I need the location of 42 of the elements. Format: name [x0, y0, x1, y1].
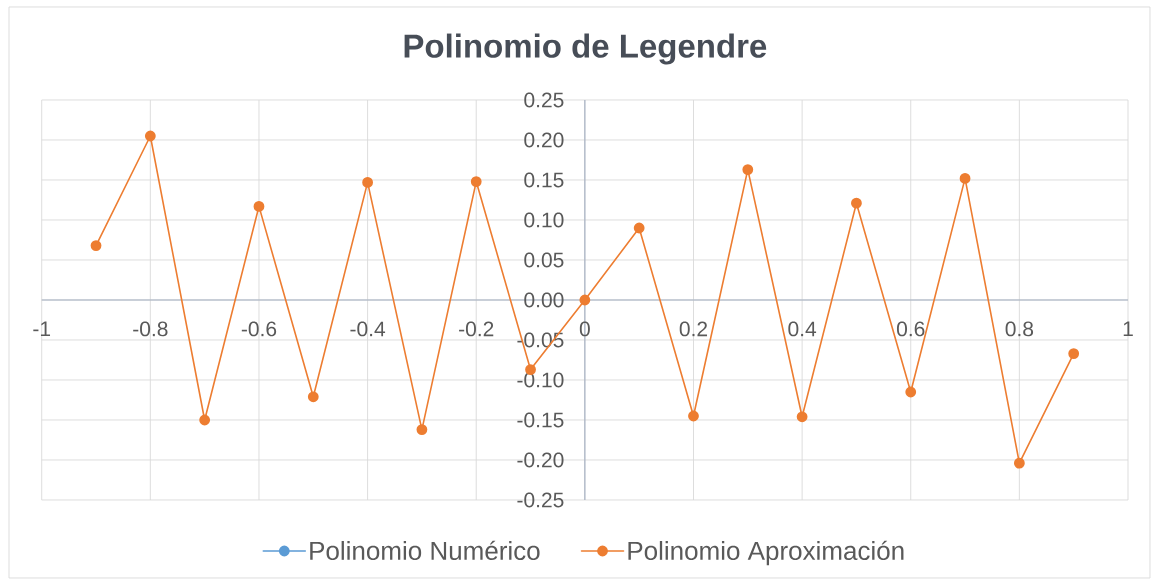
y-tick-label: 0.10	[524, 212, 564, 228]
y-tick-label: 0.20	[524, 132, 564, 148]
y-tick-label: 0.00	[524, 292, 564, 308]
y-tick-label: 0.05	[524, 252, 564, 268]
point	[144, 130, 156, 142]
point	[199, 414, 211, 426]
point	[253, 200, 265, 212]
point	[633, 222, 645, 234]
point	[905, 386, 917, 398]
point	[796, 411, 808, 423]
y-tick-label: -0.15	[517, 412, 564, 428]
chart-title: Polinomio de Legendre	[404, 33, 767, 65]
y-tick-label: -0.10	[517, 372, 564, 388]
point	[362, 176, 373, 188]
x-tick-label: 0.2	[679, 321, 708, 337]
y-tick-label: 0.25	[524, 92, 564, 108]
x-tick-label: 0.8	[1005, 321, 1034, 337]
legend-label: Polinomio Numérico	[310, 540, 540, 561]
y-tick-label: 0.15	[524, 172, 564, 188]
x-tick-label: 1	[1123, 321, 1133, 336]
legend-label: Polinomio Aproximación	[628, 540, 904, 566]
y-tick-label: -0.20	[517, 452, 564, 468]
x-tick-label: 0.6	[896, 321, 925, 337]
point	[579, 294, 591, 306]
x-tick-label: 0.4	[788, 321, 817, 337]
x-tick-label: -0.6	[241, 321, 277, 337]
x-tick-label: 0	[579, 321, 590, 337]
point	[959, 172, 971, 184]
x-tick-label: -1	[33, 321, 51, 336]
point	[1013, 457, 1025, 469]
point	[90, 240, 102, 251]
point	[742, 164, 754, 175]
point	[688, 410, 699, 422]
x-tick-label: -0.4	[350, 321, 386, 337]
point	[851, 197, 862, 209]
point	[1068, 348, 1080, 359]
point	[470, 176, 482, 187]
point	[416, 424, 428, 435]
x-tick-label: -0.2	[459, 321, 494, 337]
y-tick-label: -0.25	[517, 492, 564, 508]
point	[307, 391, 319, 403]
x-tick-label: -0.8	[133, 321, 168, 337]
